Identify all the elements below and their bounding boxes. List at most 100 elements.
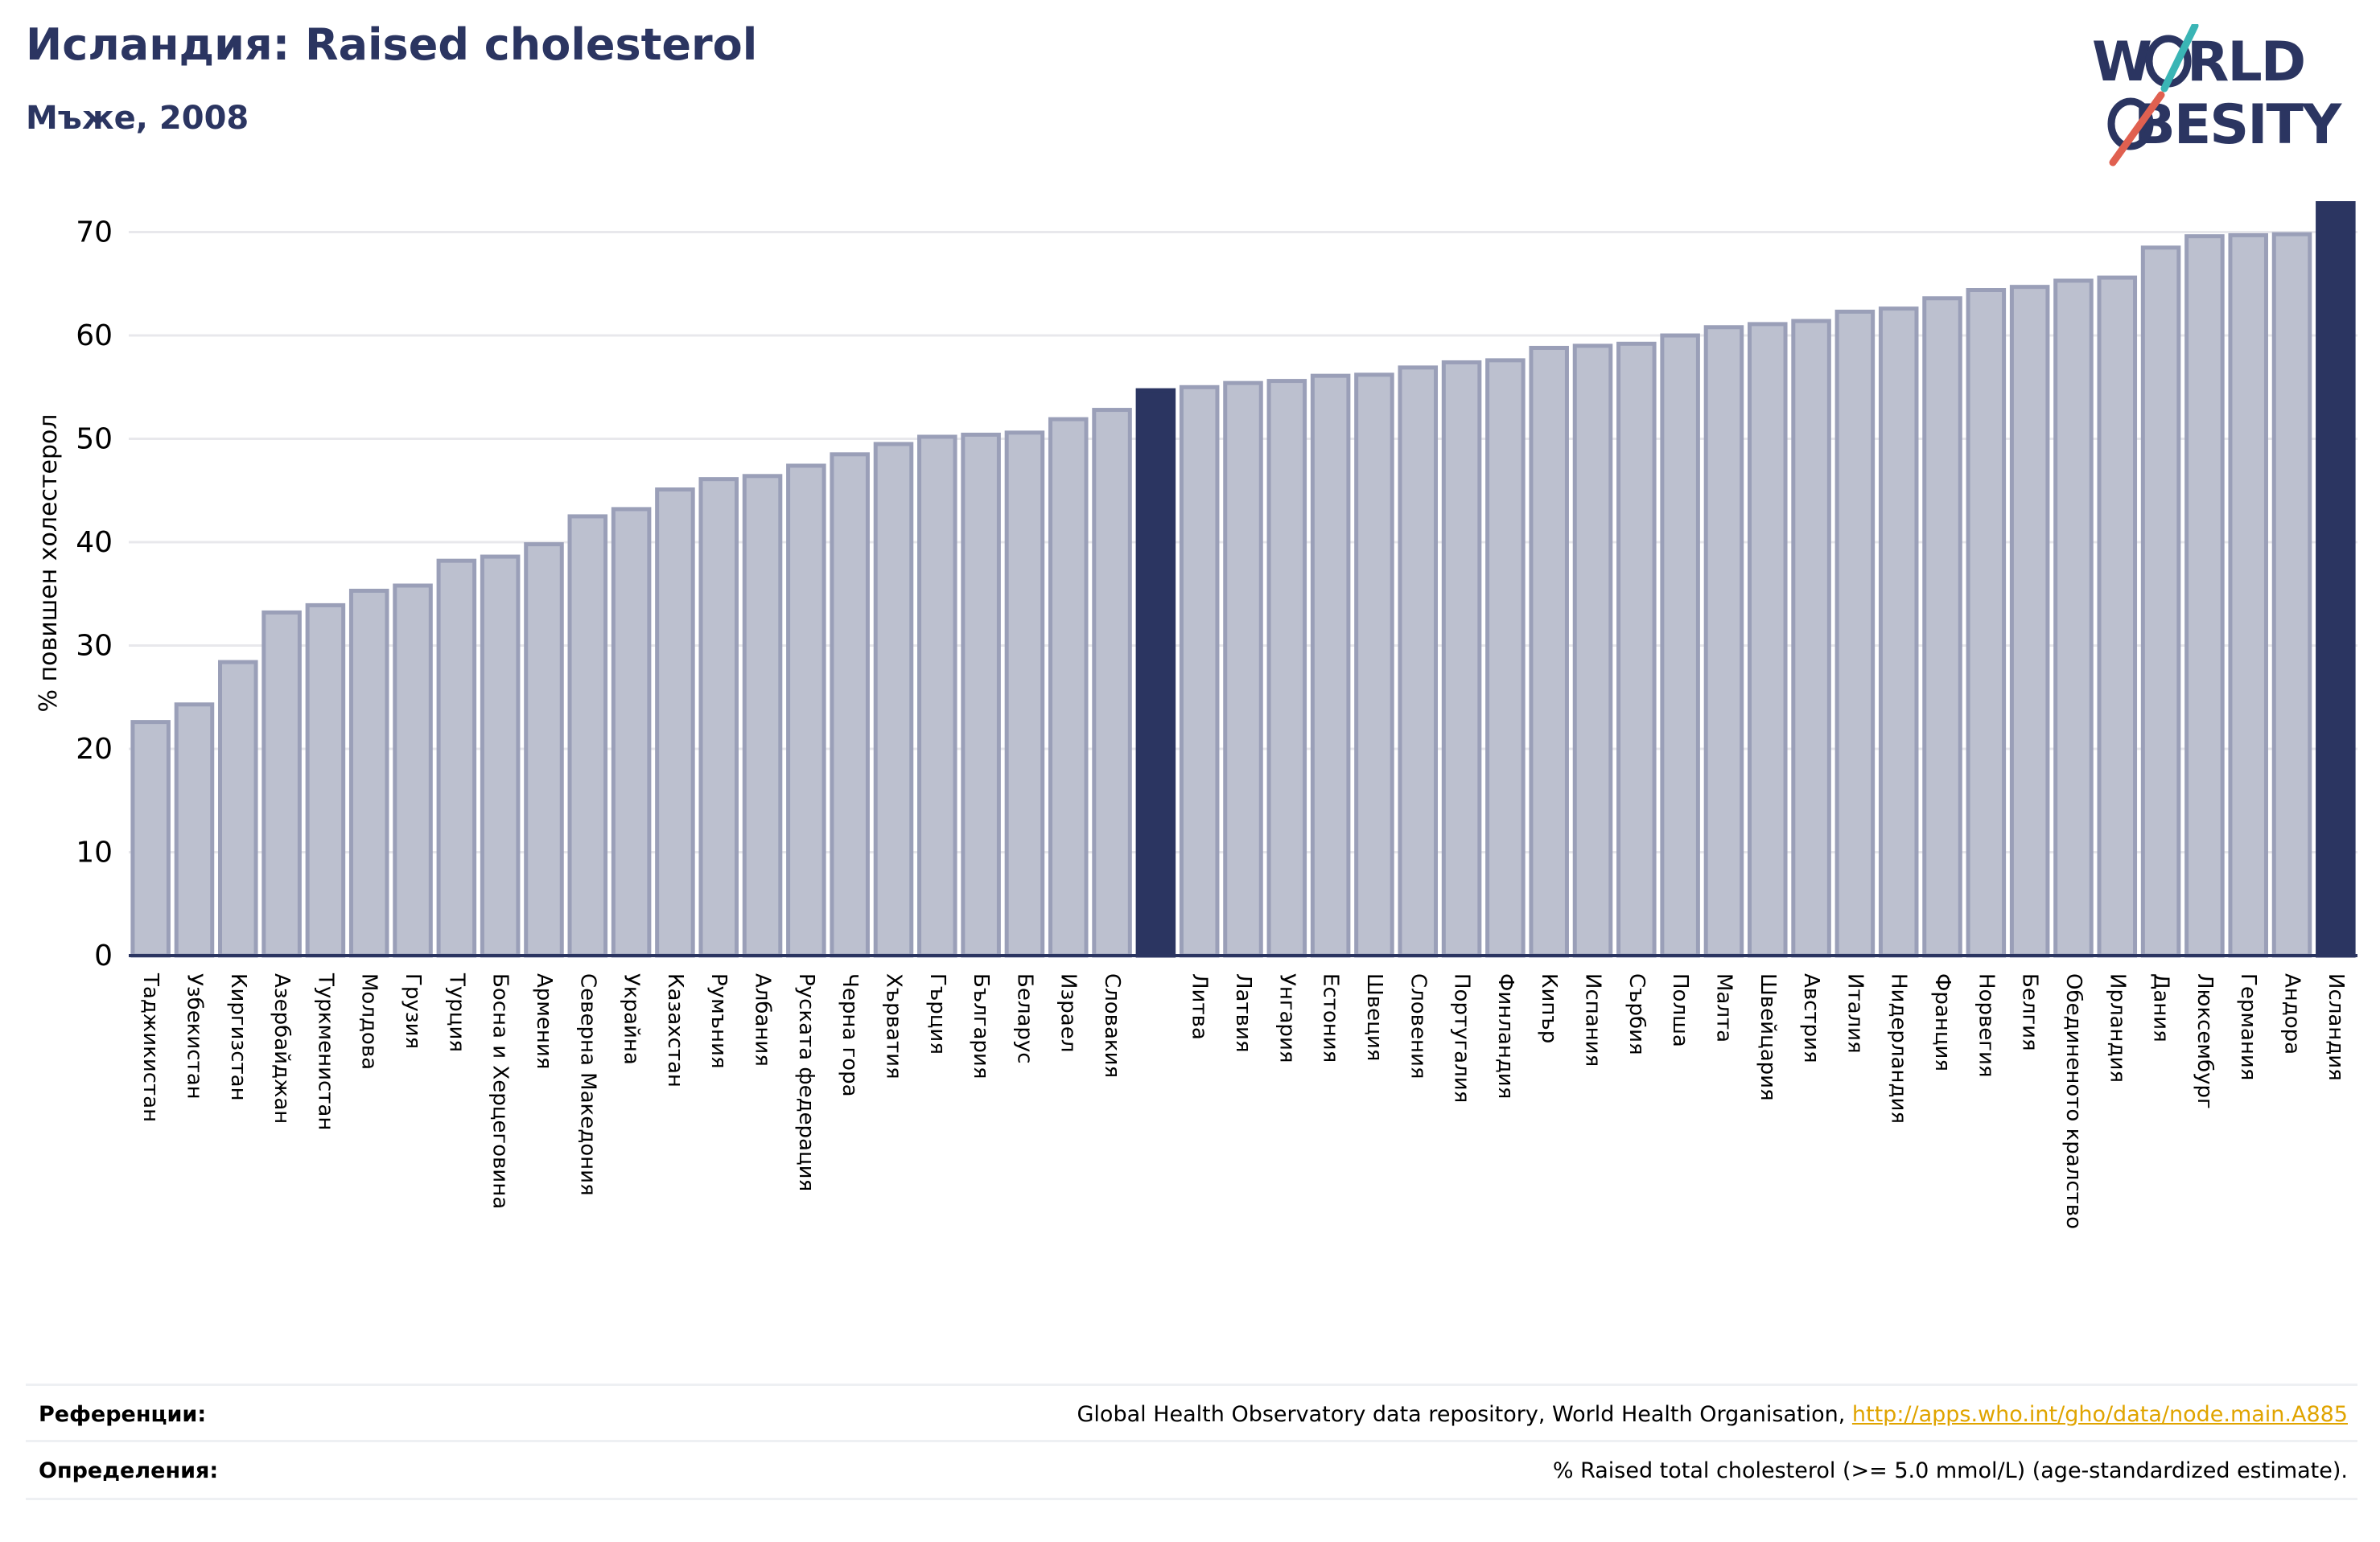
bar — [1092, 408, 1132, 958]
bar — [1529, 345, 1569, 958]
x-tick-label: Италия — [1843, 973, 1867, 1054]
bar — [1310, 373, 1351, 958]
bar — [611, 507, 652, 958]
footer-divider-top — [26, 1384, 2357, 1386]
bar — [2140, 245, 2181, 958]
bar-chart: 0 10 20 30 40 50 60 70 Таджикистан Узбекистан Кир… — [35, 201, 2357, 1229]
bar — [1834, 309, 1876, 958]
x-tick-label: Исландия — [2324, 973, 2348, 1081]
bar — [655, 487, 695, 958]
x-axis-labels: Таджикистан Узбекистан Киргизстан Азербайдж… — [138, 972, 2348, 1229]
bar — [1791, 319, 1831, 958]
x-tick-label: Грузия — [401, 973, 425, 1049]
definitions-label: Определения: — [39, 1458, 219, 1483]
bar — [1354, 372, 1394, 958]
bar — [1485, 358, 1526, 958]
logo-slash-red — [2109, 91, 2165, 167]
footer-divider-mid — [26, 1440, 2357, 1442]
x-tick-label: Испания — [1581, 973, 1605, 1067]
x-tick-label: Австрия — [1799, 973, 1823, 1063]
bar — [524, 542, 564, 958]
y-tick-label: 60 — [76, 319, 113, 352]
bar-highlight — [1135, 388, 1176, 958]
x-tick-label: Кипър — [1537, 973, 1561, 1043]
x-tick-label: Обединеното кралство — [2061, 973, 2086, 1229]
x-tick-label: Хърватия — [881, 973, 905, 1079]
x-tick-label: Босна и Херцеговина — [488, 973, 513, 1209]
x-tick-label: Албания — [751, 973, 775, 1067]
bar — [1266, 379, 1307, 958]
y-tick-label: 0 — [94, 940, 113, 972]
bars-layer — [129, 201, 2357, 958]
x-tick-label: Киргизстан — [226, 973, 250, 1101]
logo-o-ring-2 — [2107, 97, 2154, 150]
x-tick-label: Беларус — [1012, 973, 1036, 1064]
x-tick-label: Унгария — [1274, 973, 1299, 1063]
bar — [130, 720, 171, 958]
x-tick-label: България — [969, 973, 993, 1079]
bar — [961, 432, 1001, 958]
page-subtitle: Мъже, 2008 — [26, 100, 249, 137]
x-tick-label: Норвегия — [1974, 973, 1998, 1077]
bar — [873, 442, 914, 958]
bar — [1747, 322, 1788, 958]
x-tick-label: Украйна — [620, 973, 644, 1065]
bar — [1004, 430, 1045, 958]
x-tick-label: Латвия — [1231, 973, 1255, 1053]
bar — [1572, 343, 1613, 958]
bar — [218, 660, 258, 958]
definitions-text: % Raised total cholesterol (>= 5.0 mmol/… — [1552, 1458, 2348, 1483]
x-tick-label: Ирландия — [2105, 973, 2129, 1083]
bar — [305, 602, 346, 958]
bar — [393, 583, 433, 958]
x-tick-label: Малта — [1711, 973, 1736, 1042]
y-axis-ticks: 0 10 20 30 40 50 60 70 — [76, 216, 113, 972]
bar — [480, 554, 521, 958]
x-tick-label: Португалия — [1450, 973, 1474, 1103]
y-tick-label: 50 — [76, 423, 113, 456]
bar — [2184, 234, 2225, 958]
x-tick-label: Армения — [532, 973, 556, 1069]
bar — [174, 702, 215, 958]
x-tick-label: Дания — [2149, 973, 2173, 1042]
x-tick-label: Руската федерация — [794, 973, 818, 1191]
bar — [2009, 285, 2050, 958]
bar — [1048, 417, 1089, 958]
bar — [1179, 384, 1220, 958]
bar — [2271, 232, 2312, 958]
x-tick-label: Естония — [1319, 973, 1343, 1063]
logo-line2: BESITY — [2134, 93, 2342, 157]
logo-line1: W — [2092, 31, 2151, 94]
y-tick-label: 40 — [76, 526, 113, 559]
bar — [1922, 296, 1962, 958]
bar — [1616, 341, 1657, 958]
bar — [1660, 333, 1700, 958]
y-tick-label: 10 — [76, 837, 113, 870]
x-tick-label: Германия — [2236, 973, 2260, 1080]
bar — [1441, 360, 1482, 958]
bar-highlight — [2316, 201, 2356, 958]
y-tick-label: 70 — [76, 216, 113, 249]
references-source: Global Health Observatory data repositor… — [1077, 1402, 1852, 1427]
x-tick-label: Румъния — [706, 973, 731, 1069]
bar — [917, 434, 957, 958]
x-tick-label: Андора — [2280, 973, 2304, 1055]
x-tick-label: Сърбия — [1624, 973, 1649, 1055]
x-tick-label: Израел — [1056, 973, 1081, 1052]
y-tick-label: 20 — [76, 733, 113, 766]
page-title: Исландия: Raised cholesterol — [26, 19, 758, 70]
bar — [786, 463, 826, 958]
bar — [2053, 278, 2094, 958]
bar — [742, 474, 783, 958]
references-link[interactable]: http://apps.who.int/gho/data/node.main.A… — [1851, 1402, 2348, 1427]
x-tick-label: Швеция — [1362, 973, 1386, 1061]
x-tick-label: Литва — [1188, 973, 1212, 1040]
references-label: Референции: — [39, 1402, 207, 1427]
y-tick-label: 30 — [76, 630, 113, 663]
logo-slash-teal — [2160, 24, 2199, 93]
x-tick-label: Белгия — [2018, 973, 2042, 1051]
x-tick-label: Нидерландия — [1887, 973, 1911, 1124]
references-text: Global Health Observatory data repositor… — [1077, 1402, 2349, 1427]
bar — [1223, 380, 1263, 958]
bar — [348, 588, 389, 958]
